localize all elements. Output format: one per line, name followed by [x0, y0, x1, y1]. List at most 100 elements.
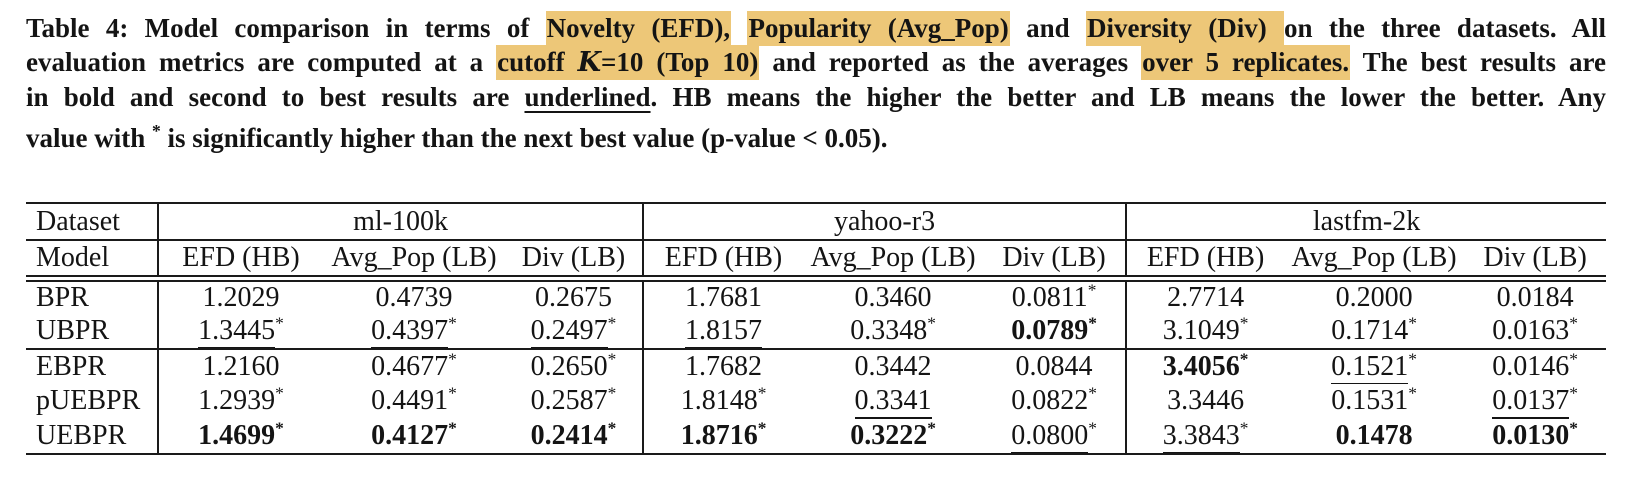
significance-star: * [448, 418, 457, 438]
value-cell: 0.3222* [803, 418, 984, 455]
metric-value: 3.4056 [1162, 350, 1240, 382]
caption-text: and reported as the averages [759, 47, 1142, 77]
metric-value: 0.0800 [1011, 419, 1089, 452]
table-row: UEBPR 1.4699* 0.4127* 0.2414* 1.8716* 0.3222*… [26, 418, 1607, 455]
value-cell: 0.0146* [1464, 349, 1606, 384]
significance-star: * [1408, 313, 1417, 333]
value-cell: 0.1521* [1284, 349, 1464, 384]
metric-value: 1.2160 [202, 350, 280, 382]
value-cell: 0.0163* [1464, 313, 1607, 350]
caption-text: and [1009, 13, 1086, 43]
value-cell: 1.2029 [158, 278, 323, 314]
metric-value: 0.0184 [1496, 281, 1574, 313]
caption-text: is significantly higher than the next be… [160, 123, 888, 153]
caption-text [731, 13, 747, 43]
value-cell: 3.3843* [1126, 418, 1285, 455]
significance-star: * [1569, 383, 1578, 403]
caption-highlight: Novelty (EFD), [545, 11, 732, 46]
caption-text: on the three datasets. All [1284, 13, 1607, 43]
script-k-glyph: K [577, 47, 602, 78]
significance-star: * [448, 313, 457, 333]
caption-text: evaluation metrics are computed at a [26, 47, 497, 77]
metric-value: 2.7714 [1167, 281, 1245, 313]
metric-value: 0.3348 [850, 314, 928, 346]
value-cell: 0.2675 [505, 278, 645, 314]
significance-star: * [1569, 418, 1578, 438]
caption-line: Table 4: Model comparison in terms of No… [26, 11, 1607, 46]
significance-star: * [152, 121, 161, 141]
table-row: UBPR 1.3445* 0.4397* 0.2497* 1.8157 0.3348* 0.… [26, 313, 1607, 350]
significance-star: * [275, 418, 284, 438]
value-cell: 1.7681 [643, 278, 803, 314]
value-cell: 0.4677* [323, 349, 505, 384]
value-cell: 0.1714* [1284, 313, 1465, 350]
table-header: Dataset ml-100k yahoo-r3 lastfm-2k Model E… [26, 202, 1607, 282]
value-cell: 0.2000 [1284, 278, 1464, 314]
model-name-cell: BPR [26, 278, 159, 314]
metric-value: 1.7681 [685, 281, 763, 313]
significance-star: * [448, 383, 457, 403]
value-cell: 0.0800* [983, 418, 1128, 455]
metric-value: 0.4739 [375, 281, 453, 313]
model-name-cell: UEBPR [26, 418, 159, 455]
significance-star: * [757, 383, 767, 403]
metric-value: 0.3442 [854, 350, 932, 382]
value-cell: 0.0184 [1464, 278, 1606, 314]
metric-value: 0.2414 [530, 419, 608, 451]
significance-star: * [607, 418, 617, 438]
table-row: EBPR 1.2160 0.4677* 0.2650* 1.7682 0.3442 0.08… [26, 348, 1606, 384]
significance-star: * [607, 313, 617, 333]
significance-star: * [607, 383, 617, 403]
value-cell: 3.3446 [1126, 384, 1284, 419]
metric-value: 1.2939 [198, 385, 276, 416]
page: Table 4: Model comparison in terms of No… [26, 11, 1607, 455]
value-cell: 2.7714 [1126, 278, 1284, 314]
value-cell: 0.1478 [1284, 418, 1465, 455]
significance-star: * [1239, 349, 1249, 369]
value-cell: 0.0811* [983, 278, 1128, 314]
metric-column-header: EFD (HB) [1126, 240, 1285, 282]
value-cell: 0.4127* [323, 418, 505, 455]
metric-value: 0.2497 [530, 314, 608, 347]
significance-star: * [927, 418, 936, 438]
value-cell: 1.4699* [158, 418, 323, 455]
metric-column-header: Avg_Pop (LB) [323, 240, 505, 282]
metric-value: 0.2000 [1335, 281, 1413, 313]
caption-text: underlined [524, 82, 651, 112]
significance-star: * [607, 349, 617, 369]
significance-star: * [1088, 313, 1097, 333]
significance-star: * [1408, 349, 1417, 369]
metric-value: 0.0130 [1492, 419, 1570, 451]
metric-column-header: EFD (HB) [158, 240, 323, 282]
metric-value: 0.0822 [1011, 385, 1089, 416]
significance-star: * [275, 313, 284, 333]
dataset-group-header: lastfm-2k [1126, 202, 1607, 241]
significance-star: * [275, 383, 284, 403]
value-cell: 0.2587* [505, 383, 645, 419]
significance-star: * [1239, 418, 1249, 438]
metric-column-header: Div (LB) [1464, 240, 1607, 282]
metric-value: 1.2029 [202, 281, 280, 313]
value-cell: 0.3460 [803, 278, 983, 314]
metric-value: 0.3222 [850, 419, 928, 451]
significance-star: * [1569, 349, 1578, 369]
value-cell: 0.2650* [505, 348, 645, 384]
caption-highlight: Popularity (Avg_Pop) [747, 11, 1010, 46]
metric-value: 1.8157 [685, 314, 763, 347]
value-cell: 0.3442 [803, 349, 983, 384]
significance-star: * [757, 418, 767, 438]
value-cell: 0.2414* [505, 418, 645, 455]
metric-column-header: Avg_Pop (LB) [803, 240, 984, 282]
value-cell: 1.8716* [643, 418, 804, 455]
metric-value: 0.0163 [1492, 314, 1570, 346]
significance-star: * [927, 313, 936, 333]
metric-value: 1.4699 [198, 419, 276, 451]
metric-value: 1.8148 [680, 385, 758, 416]
value-cell: 0.4397* [323, 313, 505, 350]
metric-value: 0.0844 [1015, 350, 1093, 382]
dataset-corner-cell: Dataset [26, 202, 159, 241]
caption-line: in bold and second to best results are u… [26, 80, 1606, 114]
value-cell: 3.1049* [1126, 313, 1285, 350]
metric-value: 1.7682 [685, 350, 763, 382]
metric-value: 0.0789 [1011, 314, 1089, 346]
